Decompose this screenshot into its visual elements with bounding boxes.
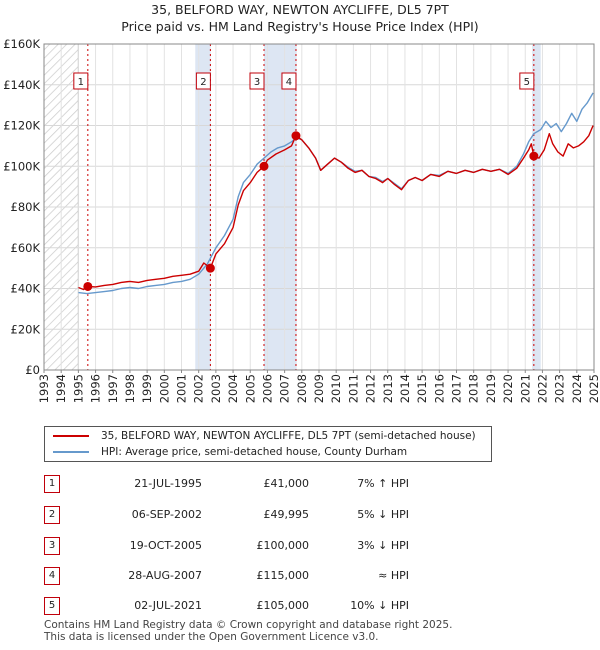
sale-badge-label-5: 5 xyxy=(524,77,530,88)
hpi-line xyxy=(78,92,594,295)
y-tick-label: £100K xyxy=(3,159,40,173)
sale-hpi-delta: ≈ HPI xyxy=(378,569,409,582)
x-tick-label: 2021 xyxy=(518,374,532,403)
legend-item-property: 35, BELFORD WAY, NEWTON AYCLIFFE, DL5 7P… xyxy=(53,428,476,444)
sale-badge-label-4: 4 xyxy=(286,77,292,88)
sale-badge-label-3: 3 xyxy=(254,77,260,88)
sale-badge-1 xyxy=(73,72,89,90)
sale-badge-3 xyxy=(249,72,265,90)
sale-badge-2 xyxy=(195,72,211,90)
chart-title: 35, BELFORD WAY, NEWTON AYCLIFFE, DL5 7P… xyxy=(151,2,449,17)
x-tick-label: 2022 xyxy=(535,374,549,403)
footer: Contains HM Land Registry data © Crown c… xyxy=(44,619,452,643)
x-tick-label: 1995 xyxy=(71,374,85,403)
x-tick-label: 2014 xyxy=(398,374,412,403)
x-tick-label: 1999 xyxy=(140,374,154,403)
x-tick-label: 1994 xyxy=(54,374,68,403)
x-tick-label: 1997 xyxy=(106,374,120,403)
x-tick-label: 2025 xyxy=(587,374,600,403)
sale-badge-label-2: 2 xyxy=(200,77,206,88)
x-tick-label: 2009 xyxy=(312,374,326,403)
y-tick-label: £80K xyxy=(11,200,41,214)
x-tick-label: 2004 xyxy=(226,374,240,403)
x-tick-label: 2010 xyxy=(329,374,343,403)
x-tick-label: 1996 xyxy=(89,374,103,403)
sales-row-badge: 2 xyxy=(44,506,60,524)
x-tick-label: 2016 xyxy=(432,374,446,403)
sale-date: 19-OCT-2005 xyxy=(129,539,202,552)
sale-date: 02-JUL-2021 xyxy=(134,599,202,612)
sale-price: £100,000 xyxy=(256,539,310,552)
x-tick-label: 2023 xyxy=(553,374,567,403)
x-tick-label: 2012 xyxy=(364,374,378,403)
x-tick-label: 2019 xyxy=(484,374,498,403)
sales-row-badge: 1 xyxy=(44,475,60,493)
sale-point-5 xyxy=(529,151,539,161)
sales-row-badge: 5 xyxy=(44,597,60,615)
legend-swatch-property xyxy=(53,435,89,437)
chart-subtitle: Price paid vs. HM Land Registry's House … xyxy=(121,19,479,34)
x-tick-label: 2002 xyxy=(192,374,206,403)
sale-price: £49,995 xyxy=(263,508,310,521)
sale-hpi-delta: 10% ↓ HPI xyxy=(350,599,409,612)
y-tick-label: £120K xyxy=(3,119,40,133)
sale-hpi-delta: 5% ↓ HPI xyxy=(357,508,409,521)
legend-label-property: 35, BELFORD WAY, NEWTON AYCLIFFE, DL5 7P… xyxy=(101,430,476,442)
sale-point-4 xyxy=(291,131,301,141)
legend-item-hpi: HPI: Average price, semi-detached house,… xyxy=(53,444,407,460)
x-tick-label: 2017 xyxy=(450,374,464,403)
sales-row-badge: 3 xyxy=(44,537,60,555)
y-tick-label: £140K xyxy=(3,78,40,92)
x-tick-label: 2018 xyxy=(467,374,481,403)
sale-point-3 xyxy=(259,161,269,171)
legend-swatch-hpi xyxy=(53,451,89,453)
price-chart: 1 2 3 4 5 £0 £20K £40K £60K £80K £100K £120K £140K £… xyxy=(3,37,600,403)
y-tick-label: £0 xyxy=(25,363,40,377)
sale-hpi-delta: 7% ↑ HPI xyxy=(357,477,409,490)
x-tick-label: 2000 xyxy=(157,374,171,403)
y-tick-label: £20K xyxy=(11,322,41,336)
sale-point-2 xyxy=(205,263,215,273)
legend-label-hpi: HPI: Average price, semi-detached house,… xyxy=(101,446,408,458)
sale-badge-label-1: 1 xyxy=(78,77,84,88)
sale-badge-5 xyxy=(519,72,535,90)
y-tick-label: £160K xyxy=(3,37,40,51)
legend: 35, BELFORD WAY, NEWTON AYCLIFFE, DL5 7P… xyxy=(44,426,492,462)
sale-badge-4 xyxy=(281,72,297,90)
footer-copyright: Contains HM Land Registry data © Crown c… xyxy=(44,619,453,631)
sale-date: 21-JUL-1995 xyxy=(134,477,202,490)
property-line xyxy=(78,125,594,291)
x-tick-label: 2007 xyxy=(278,374,292,403)
x-tick-label: 1998 xyxy=(123,374,137,403)
sale-price: £105,000 xyxy=(256,599,310,612)
sale-price: £41,000 xyxy=(263,477,310,490)
x-tick-label: 1993 xyxy=(37,374,51,403)
sale-date: 28-AUG-2007 xyxy=(128,569,202,582)
x-tick-label: 2005 xyxy=(243,374,257,403)
y-tick-label: £60K xyxy=(11,241,41,255)
sale-price: £115,000 xyxy=(256,569,310,582)
x-tick-label: 2008 xyxy=(295,374,309,403)
sale-date: 06-SEP-2002 xyxy=(131,508,202,521)
x-tick-label: 2006 xyxy=(260,374,274,403)
sale-hpi-delta: 3% ↓ HPI xyxy=(357,539,409,552)
footer-licence: This data is licensed under the Open Gov… xyxy=(44,631,379,643)
sale-point-1 xyxy=(83,281,93,291)
x-tick-label: 2011 xyxy=(346,374,360,403)
sales-row-badge: 4 xyxy=(44,567,60,585)
x-tick-label: 2003 xyxy=(209,374,223,403)
x-tick-label: 2015 xyxy=(415,374,429,403)
x-tick-label: 2020 xyxy=(501,374,515,403)
x-tick-label: 2024 xyxy=(570,374,584,403)
x-tick-label: 2001 xyxy=(175,374,189,403)
x-tick-label: 2013 xyxy=(381,374,395,403)
y-tick-label: £40K xyxy=(11,282,41,296)
